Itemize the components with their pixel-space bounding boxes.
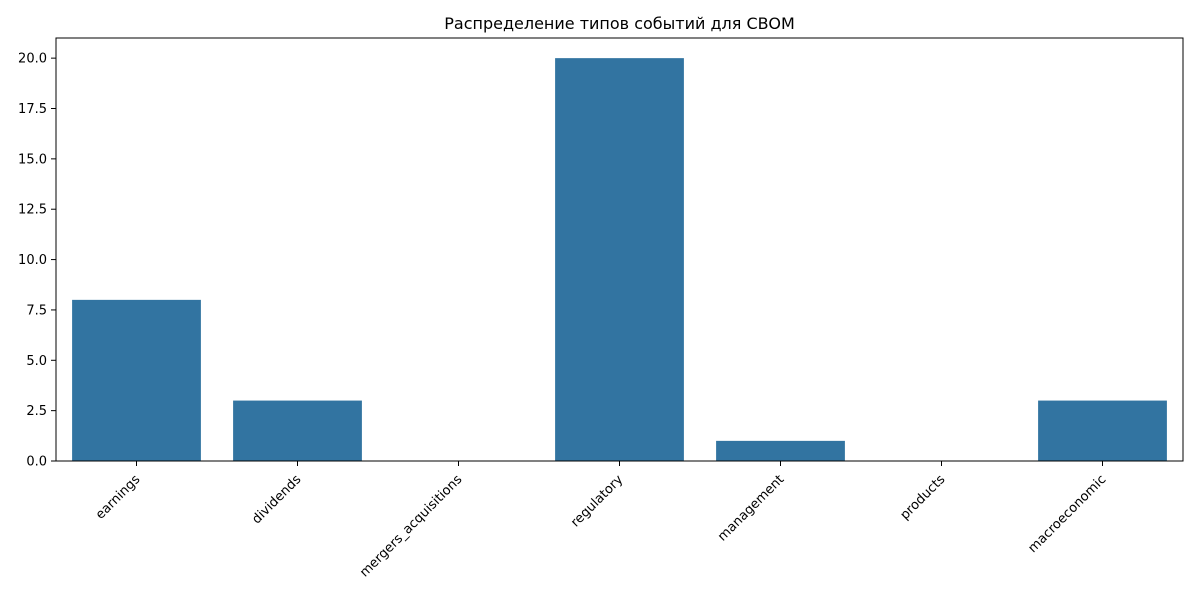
y-tick-label: 17.5 xyxy=(18,102,47,117)
bar-dividends xyxy=(233,400,362,461)
bar-earnings xyxy=(72,299,201,461)
y-tick-label: 15.0 xyxy=(18,152,47,167)
y-axis: 0.0 2.5 5.0 7.5 10.0 12.5 15.0 17.5 20.0 xyxy=(18,52,56,470)
bar-macroeconomic xyxy=(1038,400,1167,461)
x-tick-label: macroeconomic xyxy=(1026,472,1110,556)
bars-layer xyxy=(72,58,1167,461)
bar-regulatory xyxy=(555,58,684,461)
y-tick-label: 2.5 xyxy=(26,404,47,419)
chart-title: Распределение типов событий для CBOM xyxy=(444,14,795,33)
y-tick-label: 20.0 xyxy=(18,52,47,67)
x-tick-label: regulatory xyxy=(568,472,626,530)
x-tick-label: dividends xyxy=(249,472,304,527)
y-tick-label: 10.0 xyxy=(18,253,47,268)
bar-management xyxy=(716,440,845,461)
y-tick-label: 12.5 xyxy=(18,203,47,218)
plot-frame xyxy=(55,37,1184,462)
x-tick-label: mergers_acquisitions xyxy=(357,472,465,580)
y-tick-label: 7.5 xyxy=(26,303,47,318)
y-tick-label: 5.0 xyxy=(26,354,47,369)
y-tick-label: 0.0 xyxy=(26,455,47,470)
x-tick-label: products xyxy=(898,472,949,523)
x-axis: earnings dividends mergers_acquisitions reg… xyxy=(93,461,1109,580)
x-tick-label: earnings xyxy=(93,472,144,523)
x-tick-label: management xyxy=(715,472,787,544)
